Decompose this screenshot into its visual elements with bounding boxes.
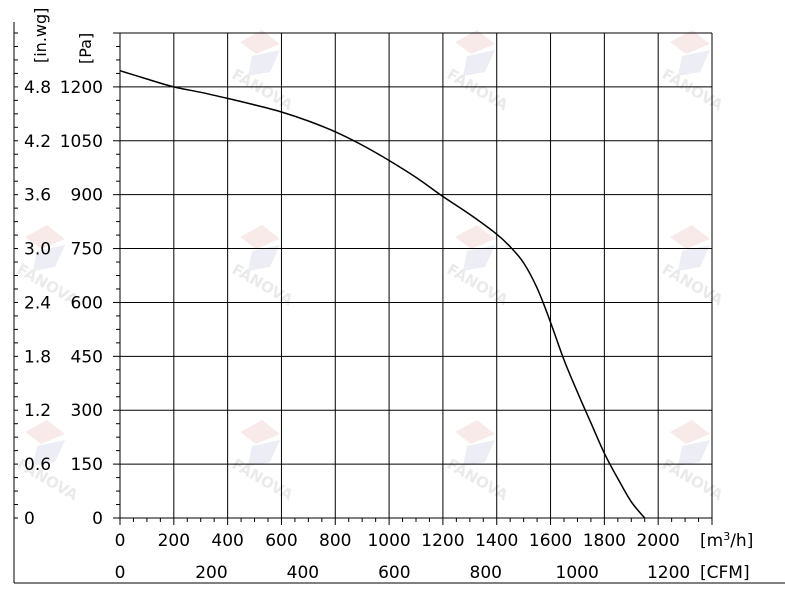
y-tick-label-inwg: 3.6 xyxy=(24,186,51,206)
y-axis-unit-inwg: [in.wg] xyxy=(31,8,50,63)
x-tick-label-m3h: 2000 xyxy=(637,531,680,551)
performance-curve xyxy=(119,69,646,519)
labels-layer: 001500.63001.24501.86002.47503.09003.610… xyxy=(24,8,753,583)
watermark-star-shape xyxy=(240,420,280,444)
y-tick-label-pa: 0 xyxy=(92,509,103,529)
watermark-star-shape xyxy=(670,225,710,249)
y-tick-label-inwg: 1.8 xyxy=(24,347,51,367)
watermark-logo: FANOVA xyxy=(229,225,296,309)
x-tick-label-m3h: 1400 xyxy=(475,531,518,551)
watermark-star-shape xyxy=(455,30,495,54)
y-tick-label-inwg: 0 xyxy=(24,509,35,529)
watermark-logo: FANOVA xyxy=(659,225,726,309)
watermark-layer: FANOVA FANOVA FANOVA FANOVA FANOVA FANOVA FANO… xyxy=(14,30,726,504)
watermark-star-shape xyxy=(670,420,710,444)
watermark-blade-shape xyxy=(463,50,495,76)
y-tick-label-pa: 150 xyxy=(71,455,103,475)
watermark-blade-shape xyxy=(678,245,710,271)
x-tick-label-cfm: 200 xyxy=(195,563,227,583)
y-tick-label-pa: 450 xyxy=(71,347,103,367)
watermark-star-shape xyxy=(240,30,280,54)
watermark-blade-shape xyxy=(33,440,65,466)
y-tick-label-pa: 1050 xyxy=(60,132,103,152)
watermark-star-shape xyxy=(455,420,495,444)
x-tick-label-m3h: 1000 xyxy=(367,531,410,551)
watermark-blade-shape xyxy=(678,50,710,76)
watermark-logo: FANOVA xyxy=(444,420,511,504)
x-axis-unit-cfm: [CFM] xyxy=(700,563,750,583)
watermark-star-shape xyxy=(25,420,65,444)
watermark-blade-shape xyxy=(463,245,495,271)
x-tick-label-cfm: 600 xyxy=(378,563,410,583)
watermark-star-shape xyxy=(670,30,710,54)
x-tick-label-cfm: 400 xyxy=(287,563,319,583)
watermark-blade-shape xyxy=(248,440,280,466)
x-tick-label-m3h: 200 xyxy=(158,531,190,551)
watermark-blade-shape xyxy=(33,245,65,271)
series-layer xyxy=(119,69,646,519)
y-tick-label-pa: 600 xyxy=(71,293,103,313)
watermark-logo: FANOVA xyxy=(444,30,511,114)
watermark-blade-shape xyxy=(248,50,280,76)
x-axis-unit-m3h: [m3/h] xyxy=(700,530,753,551)
y-tick-label-inwg: 4.8 xyxy=(24,78,51,98)
watermark-logo: FANOVA xyxy=(659,30,726,114)
x-tick-label-m3h: 0 xyxy=(115,531,126,551)
watermark-blade-shape xyxy=(248,245,280,271)
axes-layer xyxy=(13,22,785,584)
x-tick-label-cfm: 1200 xyxy=(647,563,690,583)
x-tick-label-m3h: 1800 xyxy=(583,531,626,551)
x-tick-label-cfm: 1000 xyxy=(556,563,599,583)
x-tick-label-m3h: 1600 xyxy=(529,531,572,551)
watermark-logo: FANOVA xyxy=(229,420,296,504)
y-tick-label-pa: 1200 xyxy=(60,78,103,98)
watermark-blade-shape xyxy=(463,440,495,466)
x-tick-label-m3h: 800 xyxy=(319,531,351,551)
y-tick-label-inwg: 2.4 xyxy=(24,293,51,313)
y-tick-label-inwg: 0.6 xyxy=(24,455,51,475)
y-tick-label-inwg: 1.2 xyxy=(24,401,51,421)
watermark-star-shape xyxy=(25,225,65,249)
watermark-logo: FANOVA xyxy=(659,420,726,504)
grid-layer xyxy=(120,32,713,518)
y-tick-label-inwg: 3.0 xyxy=(24,240,51,260)
x-tick-label-cfm: 0 xyxy=(115,563,126,583)
y-tick-label-inwg: 4.2 xyxy=(24,132,51,152)
x-tick-label-m3h: 400 xyxy=(211,531,243,551)
watermark-star-shape xyxy=(240,225,280,249)
watermark-blade-shape xyxy=(678,440,710,466)
y-axis-unit-pa: [Pa] xyxy=(76,33,95,64)
y-tick-label-pa: 900 xyxy=(71,186,103,206)
watermark-star-shape xyxy=(455,225,495,249)
y-tick-label-pa: 750 xyxy=(71,240,103,260)
x-tick-label-m3h: 1200 xyxy=(421,531,464,551)
y-tick-label-pa: 300 xyxy=(71,401,103,421)
x-tick-label-cfm: 800 xyxy=(470,563,502,583)
x-tick-label-m3h: 600 xyxy=(265,531,297,551)
